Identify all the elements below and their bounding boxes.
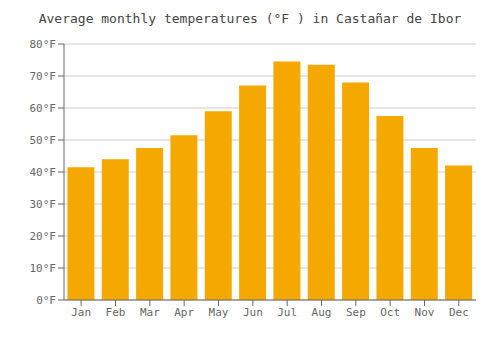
svg-text:Mar: Mar — [140, 306, 160, 319]
svg-text:Sep: Sep — [346, 306, 366, 319]
svg-text:0°F: 0°F — [36, 294, 56, 307]
html-text:Average monthly temperatures (: Average monthly temperatures (°F ) in Ca… — [38, 11, 462, 26]
svg-text:50°F: 50°F — [30, 134, 57, 147]
svg-text:Feb: Feb — [106, 306, 126, 319]
svg-text:Nov: Nov — [415, 306, 435, 319]
svg-text:20°F: 20°F — [30, 230, 57, 243]
svg-text:Jun: Jun — [243, 306, 263, 319]
svg-text:60°F: 60°F — [30, 102, 57, 115]
svg-text:Aug: Aug — [312, 306, 332, 319]
svg-text:80°F: 80°F — [30, 38, 57, 51]
svg-text:May: May — [209, 306, 229, 319]
svg-text:10°F: 10°F — [30, 262, 57, 275]
svg-text:Oct: Oct — [380, 306, 400, 319]
svg-text:Jul: Jul — [277, 306, 297, 319]
svg-text:Dec: Dec — [449, 306, 469, 319]
svg-text:70°F: 70°F — [30, 70, 57, 83]
svg-text:Jan: Jan — [71, 306, 91, 319]
svg-text:40°F: 40°F — [30, 166, 57, 179]
svg-text:Apr: Apr — [174, 306, 194, 319]
svg-text:30°F: 30°F — [30, 198, 57, 211]
